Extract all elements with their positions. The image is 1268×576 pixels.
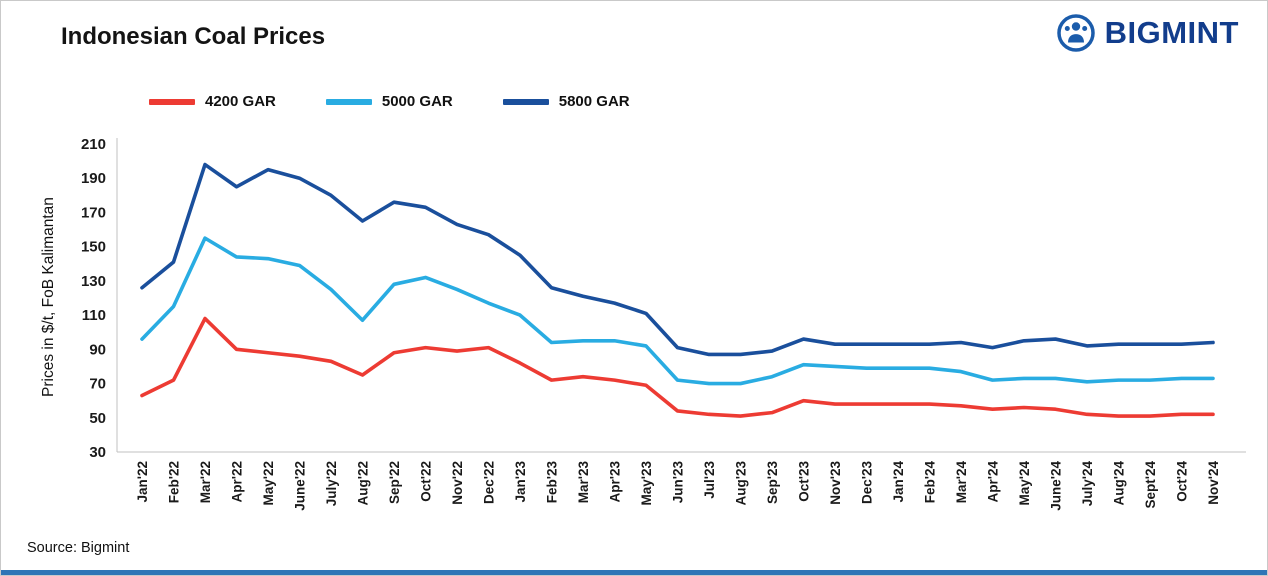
- x-tick-label: Feb'22: [167, 461, 182, 503]
- series-line-5000-gar: [140, 236, 1215, 386]
- y-tick-label: 210: [81, 136, 106, 153]
- series-line-5800-gar: [140, 162, 1215, 357]
- legend-swatch-4200-gar: [149, 98, 195, 105]
- legend-item-4200-gar: 4200 GAR: [149, 93, 276, 110]
- legend-item-5800-gar: 5800 GAR: [502, 93, 630, 110]
- y-tick-label: 70: [89, 376, 106, 393]
- x-tick-label: July'22: [324, 461, 339, 506]
- x-tick-label: June'24: [1049, 461, 1064, 511]
- x-tick-label: Nov'24: [1206, 461, 1221, 505]
- series-line-4200-gar: [140, 316, 1215, 418]
- x-tick-label: June'22: [293, 461, 308, 511]
- y-tick-label: 110: [82, 307, 106, 324]
- bigmint-logo-icon: [1056, 13, 1096, 53]
- x-tick-label: Mar'23: [576, 461, 591, 504]
- legend-item-5000-gar: 5000 GAR: [325, 93, 453, 110]
- x-tick-label: Apr'22: [230, 461, 245, 502]
- x-tick-label: Jan'22: [135, 461, 150, 503]
- brand-name: BIGMINT: [1104, 15, 1239, 50]
- x-tick-label: Aug'23: [734, 461, 749, 506]
- x-tick-label: Mar'24: [954, 461, 969, 504]
- x-tick-label: May'22: [261, 461, 276, 506]
- x-tick-label: Apr'24: [986, 461, 1001, 503]
- x-tick-label: Aug'24: [1112, 461, 1127, 506]
- page-title: Indonesian Coal Prices: [61, 23, 326, 50]
- x-tick-label: May'23: [639, 461, 654, 506]
- x-tick-label: Mar'22: [198, 461, 213, 503]
- x-tick-label: July'24: [1080, 461, 1095, 507]
- y-tick-label: 190: [81, 170, 106, 187]
- source-note: Source: Bigmint: [27, 540, 130, 556]
- legend-label-5800-gar: 5800 GAR: [558, 93, 630, 110]
- x-tick-label: Dec'23: [860, 461, 875, 504]
- x-tick-label: Jan'24: [891, 461, 906, 503]
- legend-label-4200-gar: 4200 GAR: [205, 93, 276, 110]
- x-tick-label: Sept'24: [1143, 461, 1158, 509]
- x-tick-label: May'24: [1017, 461, 1032, 506]
- x-tick-label: Dec'22: [482, 461, 497, 504]
- legend-swatch-5800-gar: [502, 98, 549, 105]
- y-tick-label: 50: [89, 410, 106, 427]
- x-tick-label: Feb'23: [545, 461, 560, 504]
- x-tick-label: Nov'23: [828, 461, 843, 505]
- legend-label-5000-gar: 5000 GAR: [381, 93, 453, 110]
- x-tick-label: Aug'22: [356, 461, 371, 505]
- bigmint-logo: BIGMINT: [1056, 13, 1239, 53]
- x-tick-label: Jul'23: [702, 461, 717, 499]
- y-tick-label: 90: [89, 341, 106, 358]
- x-tick-label: Sep'23: [765, 461, 780, 504]
- x-tick-label: Apr'23: [608, 461, 623, 503]
- legend: 4200 GAR 5000 GAR 5800 GAR: [149, 93, 630, 110]
- x-tick-label: Oct'24: [1175, 461, 1190, 502]
- y-tick-label: 170: [81, 204, 106, 221]
- x-tick-label: Nov'22: [450, 461, 465, 505]
- bottom-accent-bar: [1, 570, 1267, 575]
- x-tick-label: Feb'24: [923, 461, 938, 504]
- x-tick-label: Oct'22: [419, 461, 434, 502]
- y-tick-label: 130: [81, 273, 106, 290]
- x-tick-label: Jan'23: [513, 461, 528, 503]
- legend-swatch-5000-gar: [325, 98, 372, 105]
- y-tick-label: 150: [81, 239, 106, 256]
- x-tick-label: Sep'22: [387, 461, 402, 504]
- y-tick-label: 30: [89, 444, 106, 461]
- x-tick-label: Jun'23: [671, 461, 686, 504]
- x-tick-label: Oct'23: [797, 461, 812, 502]
